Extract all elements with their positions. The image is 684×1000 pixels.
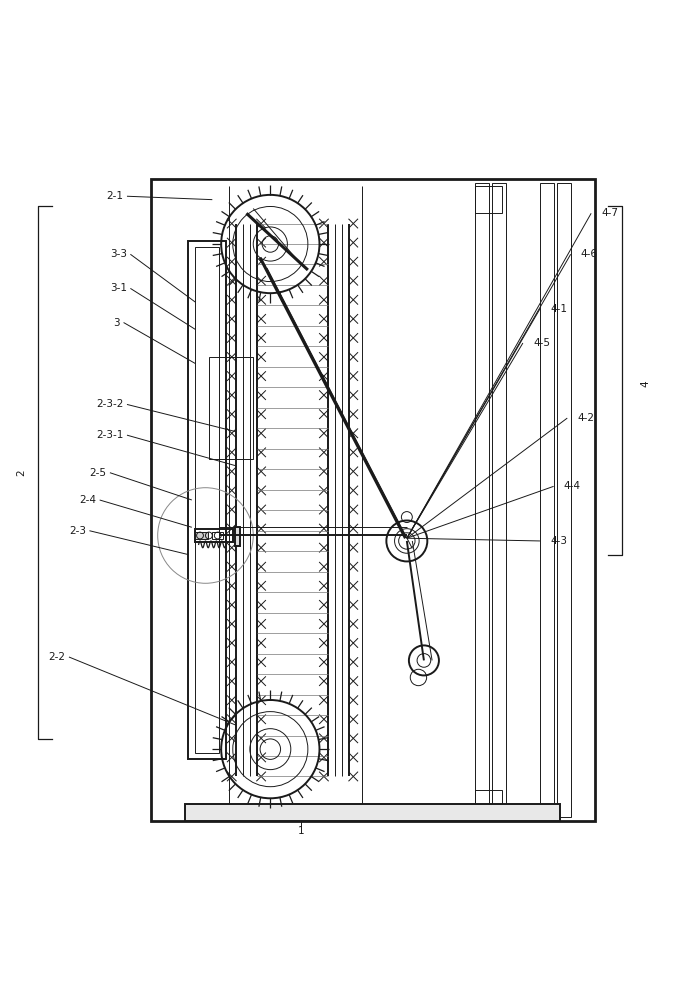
Text: 4: 4 [641, 381, 650, 387]
Text: 4-3: 4-3 [550, 536, 567, 546]
Bar [235, 527, 239, 546]
Bar [492, 183, 506, 817]
Text: 4-6: 4-6 [581, 249, 598, 259]
Text: 3-3: 3-3 [110, 249, 127, 259]
Text: 4-4: 4-4 [564, 481, 581, 491]
Text: 1: 1 [298, 826, 304, 836]
Bar [475, 790, 503, 817]
Text: 2-2: 2-2 [49, 652, 66, 662]
Text: 2-3-2: 2-3-2 [96, 399, 124, 409]
Text: 3: 3 [114, 318, 120, 328]
Text: 2: 2 [16, 469, 26, 476]
Bar [540, 183, 553, 817]
Bar [151, 179, 594, 821]
Text: 2-5: 2-5 [90, 468, 107, 478]
Text: 2-4: 2-4 [79, 495, 96, 505]
Text: 3-1: 3-1 [110, 283, 127, 293]
Bar [195, 529, 233, 542]
Bar [212, 532, 222, 539]
Bar [185, 804, 560, 821]
Text: 2-3: 2-3 [69, 526, 86, 536]
Bar [475, 183, 489, 817]
Text: 4-1: 4-1 [550, 304, 567, 314]
Text: 4-2: 4-2 [577, 413, 594, 423]
Text: 4-5: 4-5 [533, 338, 550, 348]
Bar [195, 532, 207, 539]
Bar [557, 183, 570, 817]
Text: 4-7: 4-7 [601, 208, 618, 218]
Bar [188, 241, 226, 759]
Bar [209, 357, 253, 459]
Text: 2-3-1: 2-3-1 [96, 430, 124, 440]
Bar [195, 247, 219, 753]
Bar [475, 186, 503, 213]
Text: 2-1: 2-1 [107, 191, 124, 201]
